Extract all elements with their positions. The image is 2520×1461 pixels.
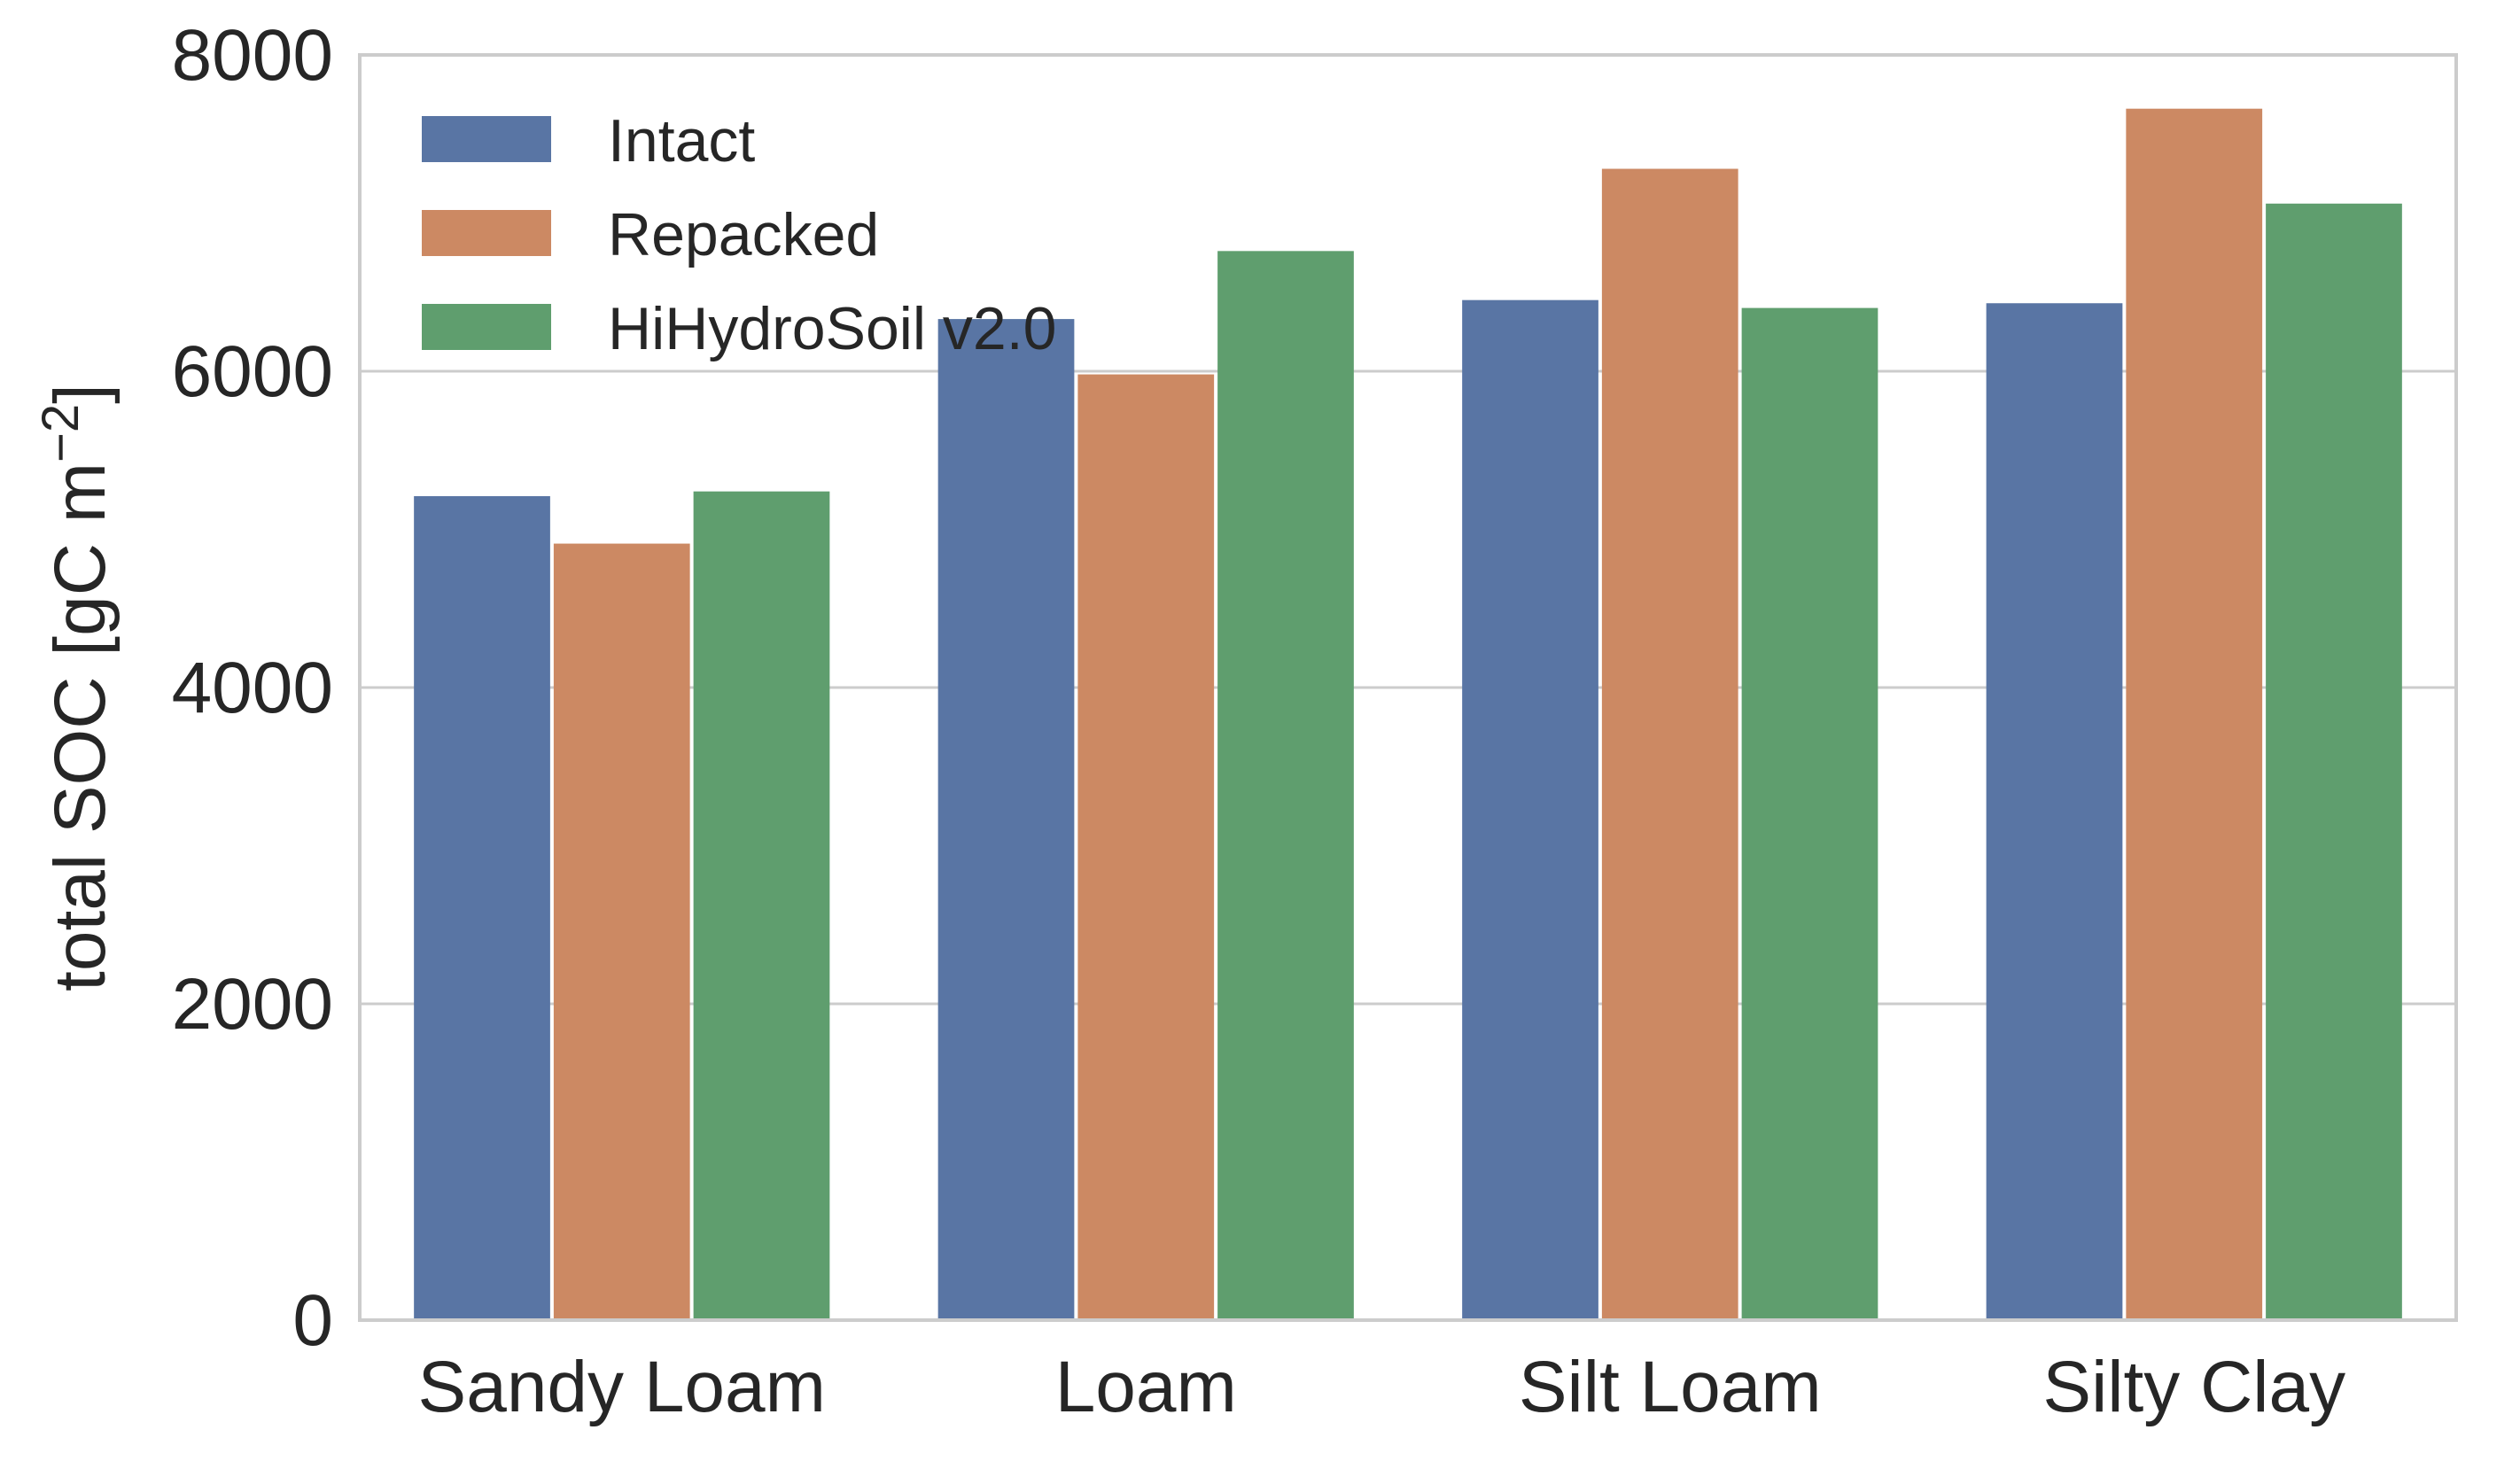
bars bbox=[414, 108, 2402, 1321]
x-tick-label-loam: Loam bbox=[1055, 1347, 1237, 1427]
legend-label-intact: Intact bbox=[608, 107, 755, 175]
bar-hihydrosoil-v2-0-silt-loam bbox=[1741, 307, 1878, 1321]
x-tick-label-silt-loam: Silt Loam bbox=[1519, 1347, 1822, 1427]
y-tick-label-4000: 4000 bbox=[172, 648, 333, 728]
y-tick-labels: 0 2000 4000 6000 8000 bbox=[172, 15, 333, 1361]
legend-swatch-hihydrosoil-v2-0 bbox=[422, 304, 551, 350]
bar-intact-silt-loam bbox=[1462, 299, 1598, 1320]
bar-hihydrosoil-v2-0-silty-clay bbox=[2266, 203, 2402, 1320]
bar-intact-loam bbox=[937, 319, 1075, 1321]
y-axis-label-close: ] bbox=[40, 384, 121, 404]
bar-repacked-silty-clay bbox=[2126, 108, 2263, 1321]
bar-repacked-silt-loam bbox=[1601, 168, 1738, 1320]
bar-hihydrosoil-v2-0-loam bbox=[1217, 251, 1354, 1321]
plot-area-frame bbox=[358, 53, 2458, 1322]
y-tick-label-6000: 6000 bbox=[172, 331, 333, 412]
bar-repacked-sandy-loam bbox=[553, 543, 690, 1320]
y-tick-label-2000: 2000 bbox=[172, 964, 333, 1045]
y-axis-label-exponent: −2 bbox=[32, 404, 89, 462]
bar-repacked-loam bbox=[1077, 374, 1215, 1320]
y-tick-label-0: 0 bbox=[292, 1280, 333, 1361]
x-tick-label-sandy-loam: Sandy Loam bbox=[418, 1347, 826, 1427]
y-tick-label-8000: 8000 bbox=[172, 15, 333, 96]
y-axis-label-text: total SOC [gC m bbox=[40, 462, 121, 991]
legend-swatch-repacked bbox=[422, 210, 551, 256]
bar-intact-silty-clay bbox=[1986, 303, 2123, 1320]
legend-label-hihydrosoil-v2-0: HiHydroSoil v2.0 bbox=[608, 295, 1056, 362]
bar-intact-sandy-loam bbox=[414, 496, 550, 1320]
x-tick-labels: Sandy Loam Loam Silt Loam Silty Clay bbox=[418, 1347, 2346, 1427]
legend-label-repacked: Repacked bbox=[608, 201, 879, 268]
legend-swatch-intact bbox=[422, 116, 551, 162]
y-axis-label: total SOC [gC m−2] bbox=[32, 384, 121, 991]
bar-hihydrosoil-v2-0-sandy-loam bbox=[693, 491, 830, 1320]
x-tick-label-silty-clay: Silty Clay bbox=[2042, 1347, 2345, 1427]
legend: Intact Repacked HiHydroSoil v2.0 bbox=[422, 107, 1056, 362]
